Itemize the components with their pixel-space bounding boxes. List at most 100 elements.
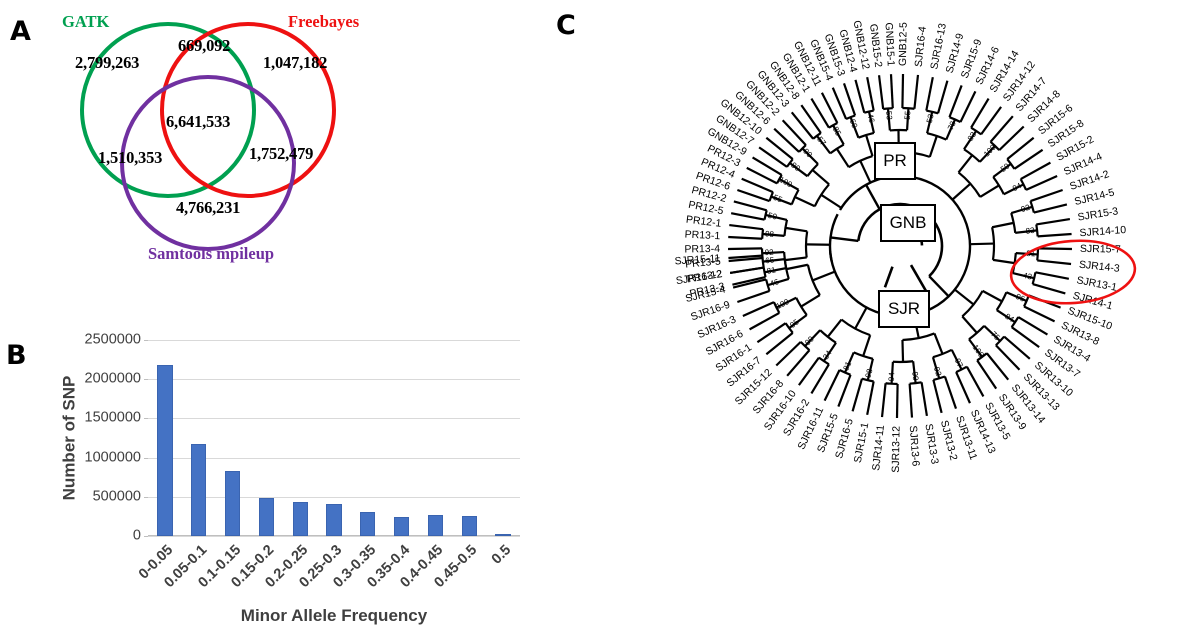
tree-branch — [756, 322, 787, 344]
bar-slot: 0.2-0.25 — [263, 340, 317, 591]
tree-branch — [741, 177, 774, 194]
tree-branch — [866, 381, 875, 416]
tree-branch — [830, 236, 859, 243]
tree-branch — [957, 154, 974, 174]
tree-support-value: 81 — [842, 360, 854, 372]
y-axis-tick-mark — [144, 418, 148, 420]
tree-branch — [728, 235, 763, 240]
tree-clade-arc — [955, 365, 968, 374]
highlight-ellipse — [1009, 239, 1137, 305]
tree-branch — [1006, 136, 1035, 161]
tree-support-value: 98 — [864, 367, 875, 378]
bar — [224, 470, 241, 536]
tree-clade-arc — [853, 351, 874, 360]
bar-slot: 0.4-0.45 — [398, 340, 453, 591]
tree-branch — [928, 275, 950, 298]
x-axis-tick-label: 0.5 — [488, 542, 515, 568]
tree-branch — [954, 288, 975, 306]
tree-branch — [1003, 335, 1031, 360]
tree-branch — [746, 166, 778, 185]
tree-clade-arc — [765, 279, 771, 292]
tree-branch — [965, 366, 985, 397]
tree-branch — [854, 79, 866, 113]
tree-branch — [794, 195, 816, 208]
tree-support-value: 94 — [1011, 181, 1023, 193]
y-axis-tick-label: 1500000 — [84, 410, 141, 427]
tree-branch — [1005, 291, 1027, 303]
tree-branch — [822, 342, 837, 362]
tree-branch — [859, 160, 872, 184]
tree-support-value: 53 — [884, 111, 894, 121]
tree-clade-arc — [1031, 272, 1037, 285]
y-axis-tick-mark — [144, 457, 148, 459]
tree-support-value: 99 — [910, 371, 920, 381]
bar — [461, 515, 477, 536]
tree-clade-arc — [812, 132, 822, 140]
tree-support-value: 81 — [766, 265, 777, 276]
tree-support-value: 97 — [953, 357, 965, 369]
gridline — [148, 379, 520, 381]
venn-label-gatk: GATK — [62, 12, 110, 31]
tree-branch — [866, 358, 874, 381]
tree-branch — [835, 148, 850, 168]
tree-support-value: 46 — [866, 113, 877, 124]
tree-branch — [959, 90, 977, 123]
tree-clade-arc — [861, 377, 874, 383]
gridline — [148, 418, 520, 420]
tree-clade-arc — [1019, 178, 1028, 191]
y-axis-tick-label: 0 — [132, 527, 141, 544]
tree-support-value: 55 — [772, 193, 784, 205]
tree-branch — [948, 85, 963, 118]
tree-branch — [854, 306, 868, 330]
bar — [157, 364, 173, 536]
tree-branch — [970, 98, 990, 129]
tree-branch — [765, 213, 788, 221]
tree-branch — [729, 223, 764, 231]
tree-branch — [968, 338, 983, 358]
tree-branch — [980, 106, 1002, 136]
tree-branch — [895, 383, 899, 418]
tree-leaf-label: SJR14-3 — [1078, 259, 1120, 275]
y-axis-title: Number of SNP — [58, 340, 80, 536]
tree-branch — [1037, 232, 1072, 238]
tree-branch — [812, 270, 836, 282]
bar-slot: 0.5 — [486, 340, 520, 568]
tree-leaf-label: PR13-1 — [684, 229, 720, 243]
tree-branch — [983, 325, 1001, 342]
y-axis-tick-mark — [144, 340, 148, 341]
tree-clade-arc — [845, 114, 856, 120]
tree-leaf-label: PR12-1 — [685, 214, 722, 230]
venn-value-samtools-only: 4,766,231 — [176, 198, 241, 217]
tree-support-value: 81 — [1026, 249, 1036, 259]
tree-branch — [778, 178, 800, 191]
tree-support-value: 85 — [831, 125, 843, 138]
venn-value-freebayes-only: 1,047,182 — [263, 53, 328, 72]
tree-branch — [1017, 316, 1048, 336]
venn-value-gatk-samtools: 1,510,353 — [98, 148, 163, 167]
tree-branch — [908, 383, 914, 418]
panel-c-letter: C — [556, 10, 576, 41]
tree-clade-arc — [926, 109, 939, 115]
tree-branches-group — [728, 74, 1072, 418]
bar-slot: 0.05-0.1 — [161, 340, 216, 591]
tree-support-value: 96 — [1014, 292, 1026, 304]
tree-branch — [865, 184, 881, 210]
tree-branch — [728, 256, 763, 263]
tree-branch — [985, 352, 1010, 381]
tree-clade-arc — [786, 158, 794, 168]
tree-leaf-label: GNB15-1 — [883, 22, 897, 66]
tree-branch — [789, 162, 809, 178]
tree-branch — [880, 383, 887, 418]
tree-branch — [729, 266, 764, 274]
tree-clade-arc — [799, 341, 811, 351]
tree-branch — [733, 200, 767, 212]
venn-label-samtools: Samtools mpileup — [148, 244, 275, 263]
tree-clade-arc — [848, 155, 873, 169]
tree-branch — [955, 371, 971, 404]
gridline — [148, 536, 520, 537]
tree-branch — [764, 267, 787, 274]
tree-branch — [728, 247, 763, 251]
tree-support-value: 92 — [764, 248, 774, 257]
tree-branch — [901, 339, 905, 362]
